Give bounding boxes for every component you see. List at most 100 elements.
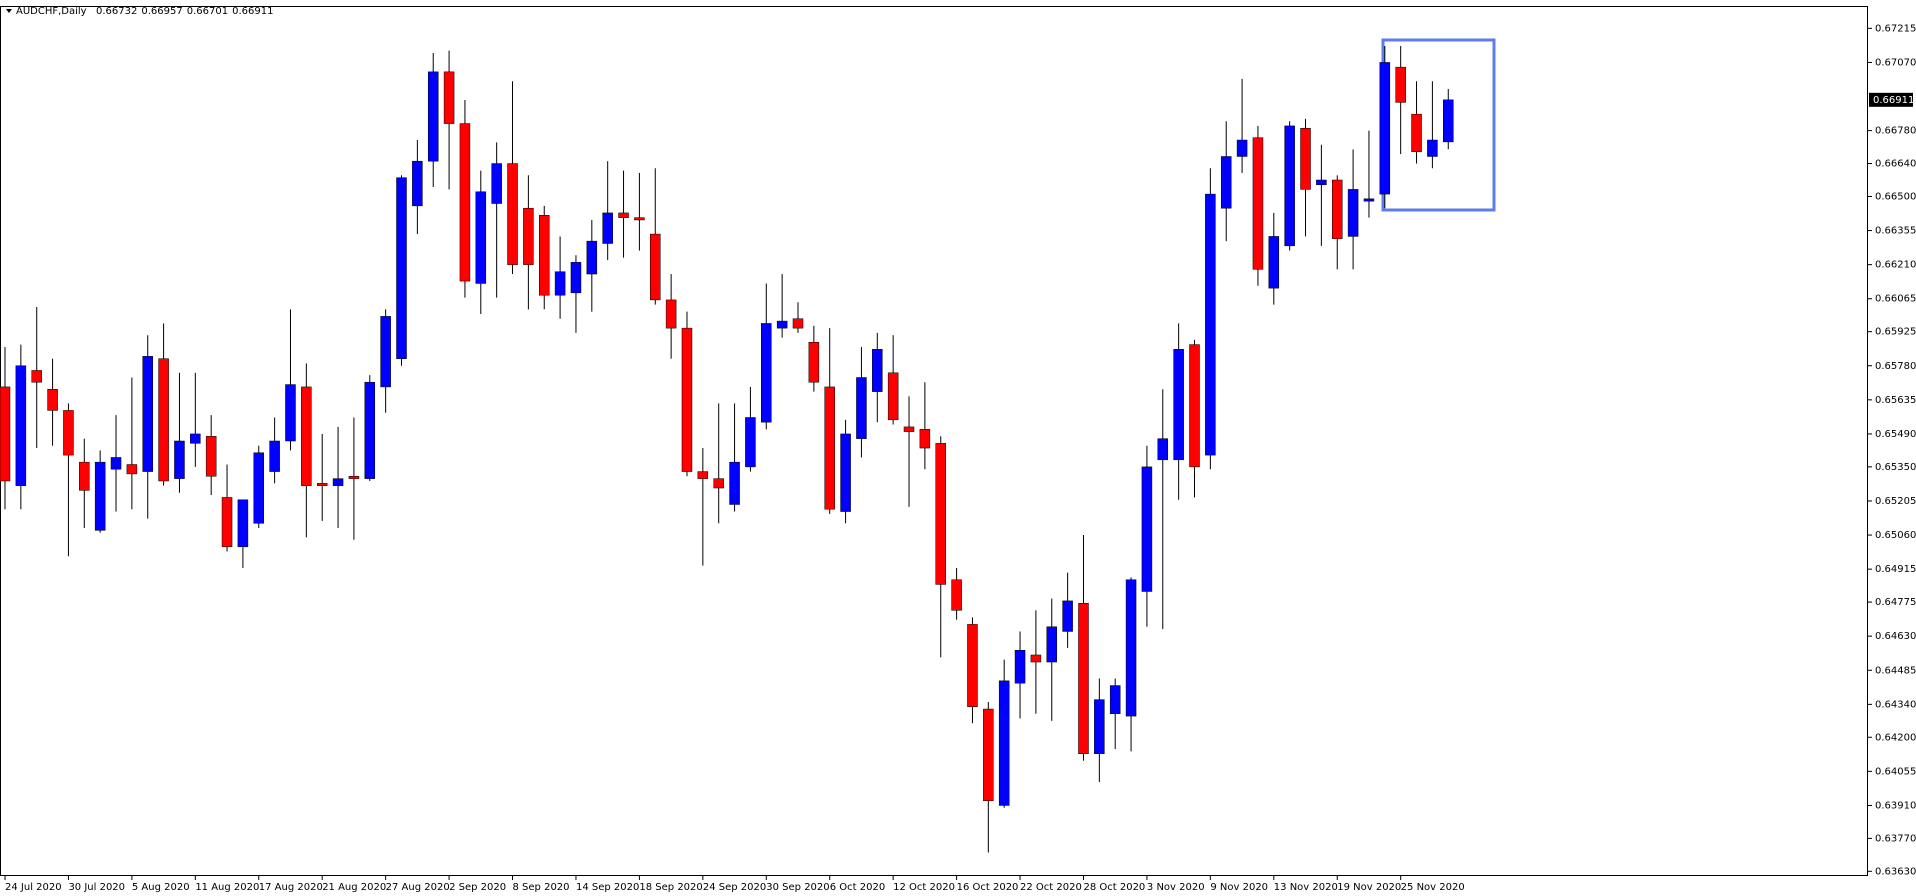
candle-body (221, 497, 233, 548)
candle-body (1236, 139, 1248, 157)
candle-body (63, 410, 74, 456)
x-tick-label: 28 Oct 2020 (1083, 882, 1145, 893)
y-tick-label: 0.63770 (1875, 833, 1916, 844)
x-tick-label: 2 Sep 2020 (449, 882, 506, 893)
candle-body (1443, 99, 1454, 143)
y-tick-label: 0.64630 (1875, 631, 1916, 642)
candle-body (1316, 179, 1327, 185)
candle-body (729, 461, 740, 505)
candle-body (935, 443, 946, 585)
candle-body (808, 341, 820, 383)
y-tick-label: 0.64775 (1875, 597, 1916, 608)
last-price-box (1869, 92, 1913, 107)
candle-body (570, 262, 582, 294)
candle-body (1268, 236, 1280, 289)
candle-body (665, 299, 677, 329)
header-value: 0.66732 (96, 6, 137, 17)
candle-body (364, 381, 376, 479)
candle-body (1173, 349, 1184, 461)
y-tick-label: 0.64200 (1875, 732, 1916, 743)
header-value: 0.66957 (141, 6, 182, 17)
candle-body (983, 708, 994, 802)
candle-body (776, 320, 788, 329)
candle-body (1078, 602, 1089, 754)
x-tick-label: 21 Aug 2020 (322, 882, 386, 893)
y-tick-label: 0.64915 (1875, 564, 1916, 575)
candle-body (126, 464, 138, 475)
candle-body (237, 499, 249, 548)
candle-body (348, 476, 360, 479)
y-tick-label: 0.64485 (1875, 665, 1916, 676)
candle-body (681, 327, 693, 472)
candle-body (31, 370, 42, 383)
x-tick-label: 12 Oct 2020 (893, 882, 955, 893)
x-tick-label: 5 Aug 2020 (132, 882, 190, 893)
candle-body (396, 177, 407, 359)
candle-body (1062, 600, 1073, 632)
candle-body (475, 191, 487, 284)
candle-body (1094, 699, 1105, 754)
x-tick-label: 30 Jul 2020 (68, 882, 125, 893)
x-tick-label: 25 Nov 2020 (1401, 882, 1465, 893)
x-tick-label: 18 Sep 2020 (639, 882, 702, 893)
header-values: 0.66732 0.66957 0.66701 0.66911 (96, 6, 273, 17)
x-tick-label: 3 Nov 2020 (1147, 882, 1205, 893)
x-tick-label: 6 Oct 2020 (830, 882, 885, 893)
candle-body (951, 579, 962, 611)
x-tick-label: 24 Jul 2020 (5, 882, 62, 893)
candle-body (158, 358, 169, 482)
x-tick-label: 17 Aug 2020 (259, 882, 323, 893)
candle-body (1252, 137, 1264, 270)
candle-body (586, 240, 598, 275)
y-tick-label: 0.64055 (1875, 766, 1916, 777)
x-tick-label: 16 Oct 2020 (957, 882, 1019, 893)
candle-body (94, 461, 106, 531)
y-tick-label: 0.65780 (1875, 361, 1916, 372)
y-tick-label: 0.66355 (1875, 226, 1916, 237)
menu-arrow[interactable] (6, 9, 12, 13)
candle-body (1379, 62, 1391, 195)
candle-body (269, 440, 280, 472)
candle-body (713, 478, 724, 489)
x-tick-label: 19 Nov 2020 (1337, 882, 1401, 893)
candle-body (1125, 579, 1137, 717)
candle-body (650, 233, 661, 301)
candle-body (174, 440, 185, 479)
y-tick-label: 0.67215 (1875, 23, 1916, 34)
header-value: 0.66701 (187, 6, 228, 17)
candle-body (554, 271, 566, 296)
candle-body (427, 71, 439, 162)
x-tick-label: 13 Nov 2020 (1274, 882, 1338, 893)
candle-body (919, 428, 931, 449)
candle-body (316, 483, 328, 486)
candle-body (903, 426, 915, 432)
x-tick-label: 22 Oct 2020 (1020, 882, 1082, 893)
x-tick-label: 8 Sep 2020 (513, 882, 570, 893)
plot-frame (0, 6, 1868, 876)
candle-body (618, 212, 629, 218)
y-tick-label: 0.64340 (1875, 699, 1916, 710)
candle-body (412, 160, 423, 207)
candle-body (1046, 626, 1058, 663)
candle-body (1284, 125, 1295, 247)
candle-body (332, 478, 344, 486)
y-tick-label: 0.66780 (1875, 126, 1916, 137)
x-tick-label: 27 Aug 2020 (386, 882, 450, 893)
candle-body (1014, 650, 1026, 684)
candle-body (745, 417, 756, 468)
candle-body (1331, 179, 1343, 240)
candle-body (443, 71, 455, 124)
candle-body (1395, 66, 1406, 103)
candle-body (15, 365, 27, 486)
last-price-label: 0.66911 (1873, 95, 1914, 106)
candle-body (697, 471, 709, 479)
candle-body (205, 436, 217, 477)
y-tick-label: 0.65925 (1875, 327, 1916, 338)
candle-body (1411, 113, 1422, 153)
x-tick-label: 24 Sep 2020 (703, 882, 766, 893)
candle-body (47, 389, 58, 411)
candle-body (523, 207, 534, 265)
candle-body (142, 356, 153, 472)
y-tick-label: 0.65205 (1875, 496, 1916, 507)
